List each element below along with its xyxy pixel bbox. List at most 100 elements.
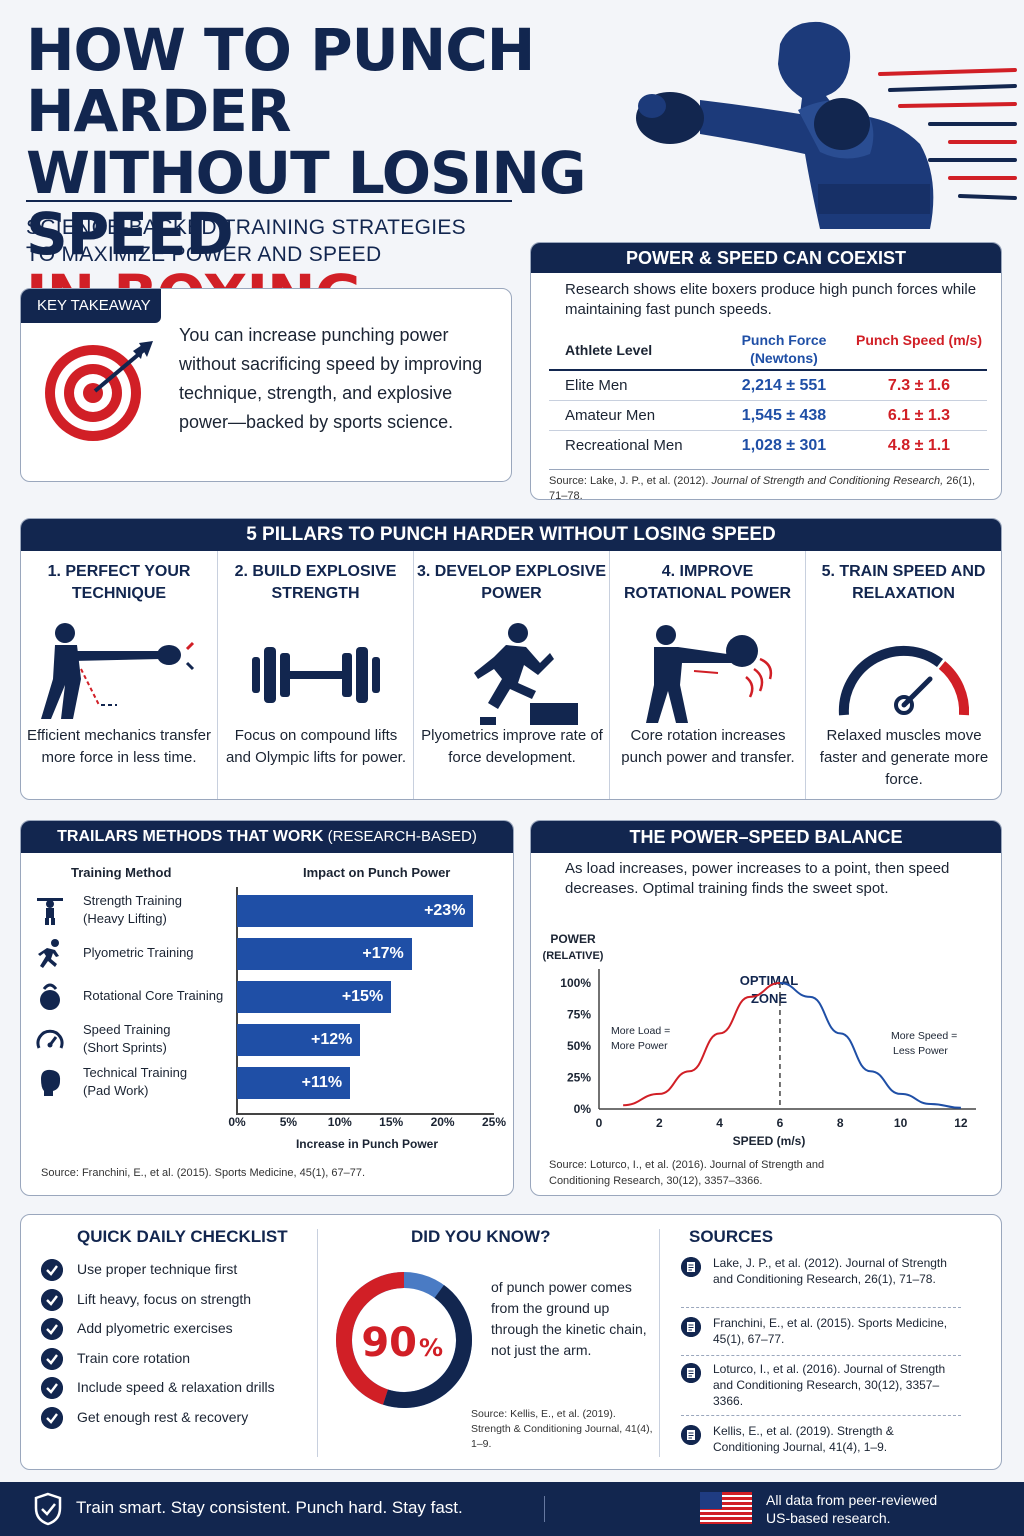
category-line-1: Speed Training bbox=[83, 1022, 171, 1037]
pillar-text: Core rotation increases punch power and … bbox=[621, 727, 795, 766]
check-circle-icon bbox=[41, 1318, 63, 1340]
pillar-title: 4. IMPROVE ROTATIONAL POWER bbox=[623, 563, 792, 602]
pillars-card: 5 PILLARS TO PUNCH HARDER WITHOUT LOSING… bbox=[20, 518, 1002, 800]
divider bbox=[659, 1229, 660, 1457]
category-line-1: Technical Training bbox=[83, 1065, 188, 1080]
did-you-know-heading: DID YOU KNOW? bbox=[411, 1227, 551, 1246]
row-level: Recreational Men bbox=[565, 437, 683, 454]
source-text: Loturco, I., et al. (2016). Journal of S… bbox=[713, 1362, 946, 1408]
source-line-1: Source: Loturco, I., et al. (2016). Jour… bbox=[549, 1159, 825, 1171]
bar: +23% bbox=[237, 895, 474, 927]
runner-icon bbox=[38, 939, 59, 968]
y-tick-label: 25% bbox=[567, 1071, 591, 1085]
power-speed-curve-chart: POWER (RELATIVE) OPTIMAL ZONE More Load … bbox=[543, 932, 976, 1148]
col-punch-force: Punch Force (Newtons) bbox=[741, 332, 827, 366]
x-tick-label: 25% bbox=[481, 1115, 507, 1129]
document-icon bbox=[681, 1363, 701, 1383]
x-tick-label: 4 bbox=[716, 1116, 723, 1130]
bar-category-label: Plyometric Training bbox=[83, 944, 194, 962]
right-note-1: More Speed = bbox=[891, 1030, 957, 1042]
title-line-2: WITHOUT LOSING SPEED bbox=[26, 138, 587, 269]
row-speed: 4.8 ± 1.1 bbox=[887, 437, 951, 454]
checklist-heading: QUICK DAILY CHECKLIST bbox=[77, 1227, 288, 1246]
footer-note-line-2: US-based research. bbox=[766, 1510, 891, 1526]
pillar-text: Focus on compound lifts and Olympic lift… bbox=[225, 727, 407, 766]
optimal-zone-label-2: ZONE bbox=[751, 991, 787, 1006]
coexist-heading: POWER & SPEED CAN COEXIST bbox=[531, 243, 1001, 273]
x-tick-label: 2 bbox=[656, 1116, 663, 1130]
document-icon bbox=[681, 1425, 701, 1445]
balance-source: Source: Loturco, I., et al. (2016). Jour… bbox=[549, 1157, 989, 1189]
checklist-item: Lift heavy, focus on strength bbox=[41, 1288, 311, 1313]
x-tick-label: 20% bbox=[430, 1115, 455, 1129]
x-tick-label: 10 bbox=[894, 1116, 908, 1130]
source-divider bbox=[681, 1415, 961, 1416]
checklist-item: Add plyometric exercises bbox=[41, 1318, 311, 1342]
y-tick-label: 75% bbox=[567, 1008, 591, 1022]
source-line-2: Conditioning Research, 30(12), 3357–3366… bbox=[549, 1175, 763, 1187]
heading-main: TRAILARS METHODS THAT WORK bbox=[57, 828, 324, 845]
athlete-table: Athlete Level Punch Force (Newtons) Punc… bbox=[549, 329, 987, 461]
percentage-unit: % bbox=[419, 1334, 443, 1362]
key-takeaway-label: KEY TAKEAWAY bbox=[21, 289, 161, 323]
pillar-text: Efficient mechanics transfer more force … bbox=[27, 727, 211, 766]
source-text: Kellis, E., et al. (2019). Strength & Co… bbox=[713, 1424, 894, 1454]
left-note-2: More Power bbox=[611, 1040, 668, 1052]
balance-intro: As load increases, power increases to a … bbox=[565, 860, 950, 897]
pillar-title: 3. DEVELOP EXPLOSIVE POWER bbox=[416, 563, 607, 602]
source-text: Lake, J. P., et al. (2012). Journal of S… bbox=[713, 1256, 947, 1286]
pillar-strength: 2. BUILD EXPLOSIVE STRENGTH Focus on com… bbox=[217, 551, 413, 799]
bar: +15% bbox=[237, 981, 392, 1013]
kettlebell-icon bbox=[40, 983, 60, 1010]
check-circle-icon bbox=[41, 1377, 63, 1399]
checklist-label: Add plyometric exercises bbox=[77, 1320, 233, 1336]
shield-check-icon bbox=[34, 1492, 62, 1526]
speedometer-icon bbox=[838, 645, 970, 716]
bar: +11% bbox=[237, 1067, 351, 1099]
balance-heading: THE POWER–SPEED BALANCE bbox=[531, 821, 1001, 853]
pillar-rotational-power: 4. IMPROVE ROTATIONAL POWER Core rotatio… bbox=[609, 551, 805, 799]
col-impact: Impact on Punch Power bbox=[303, 865, 451, 880]
bar-category-label: Technical Training (Pad Work) bbox=[83, 1064, 187, 1100]
check-circle-icon bbox=[41, 1406, 63, 1429]
key-takeaway-text: You can increase punching power without … bbox=[179, 325, 483, 432]
x-tick-label: 0% bbox=[228, 1115, 246, 1129]
table-row: Elite Men 2,214 ± 551 7.3 ± 1.6 bbox=[549, 371, 987, 401]
bar-row: Speed Training (Short Sprints) +12% bbox=[21, 1020, 513, 1058]
source-divider bbox=[681, 1307, 961, 1308]
x-tick-label: 15% bbox=[379, 1115, 404, 1129]
bar: +12% bbox=[237, 1024, 361, 1056]
chart-x-label: Increase in Punch Power bbox=[295, 1137, 439, 1151]
boxer-punch-icon bbox=[41, 623, 195, 719]
right-note-2: Less Power bbox=[893, 1045, 948, 1057]
row-level: Elite Men bbox=[565, 377, 628, 394]
weightlifter-icon bbox=[37, 898, 63, 925]
barbell-icon bbox=[252, 647, 380, 703]
y-tick-label: 100% bbox=[560, 976, 591, 990]
pillar-title: 1. PERFECT YOUR TECHNIQUE bbox=[47, 563, 191, 602]
pillar-technique: 1. PERFECT YOUR TECHNIQUE Efficient mech… bbox=[21, 551, 217, 799]
row-force: 2,214 ± 551 bbox=[741, 377, 827, 394]
category-line-1: Rotational Core Training bbox=[83, 988, 224, 1003]
training-methods-card: TRAILARS METHODS THAT WORK (RESEARCH-BAS… bbox=[20, 820, 514, 1196]
divider bbox=[317, 1229, 318, 1457]
y-tick-label: 50% bbox=[567, 1039, 591, 1053]
percentage-number: 90 bbox=[361, 1320, 417, 1366]
x-tick-label: 6 bbox=[777, 1116, 784, 1130]
check-circle-icon bbox=[41, 1259, 63, 1281]
bar-category-label: Strength Training (Heavy Lifting) bbox=[83, 892, 182, 928]
pillar-title: 5. TRAIN SPEED AND RELAXATION bbox=[821, 563, 986, 602]
col-athlete-level: Athlete Level bbox=[565, 342, 653, 358]
boxing-glove-icon bbox=[41, 1069, 61, 1096]
bottom-info-card: QUICK DAILY CHECKLIST Use proper techniq… bbox=[20, 1214, 1002, 1470]
medicine-ball-throw-icon bbox=[646, 625, 773, 723]
category-line-2: (Pad Work) bbox=[83, 1083, 149, 1098]
bar-row: Strength Training (Heavy Lifting) +23% bbox=[21, 891, 513, 929]
x-tick-label: 0 bbox=[596, 1116, 603, 1130]
footer-note-line-1: All data from peer-reviewed bbox=[766, 1492, 938, 1508]
bar-category-label: Rotational Core Training bbox=[83, 987, 223, 1005]
bar: +17% bbox=[237, 938, 412, 970]
x-tick-label: 8 bbox=[837, 1116, 844, 1130]
footer-note: All data from peer-reviewed US-based res… bbox=[766, 1491, 966, 1527]
col-training-method: Training Method bbox=[71, 865, 172, 880]
